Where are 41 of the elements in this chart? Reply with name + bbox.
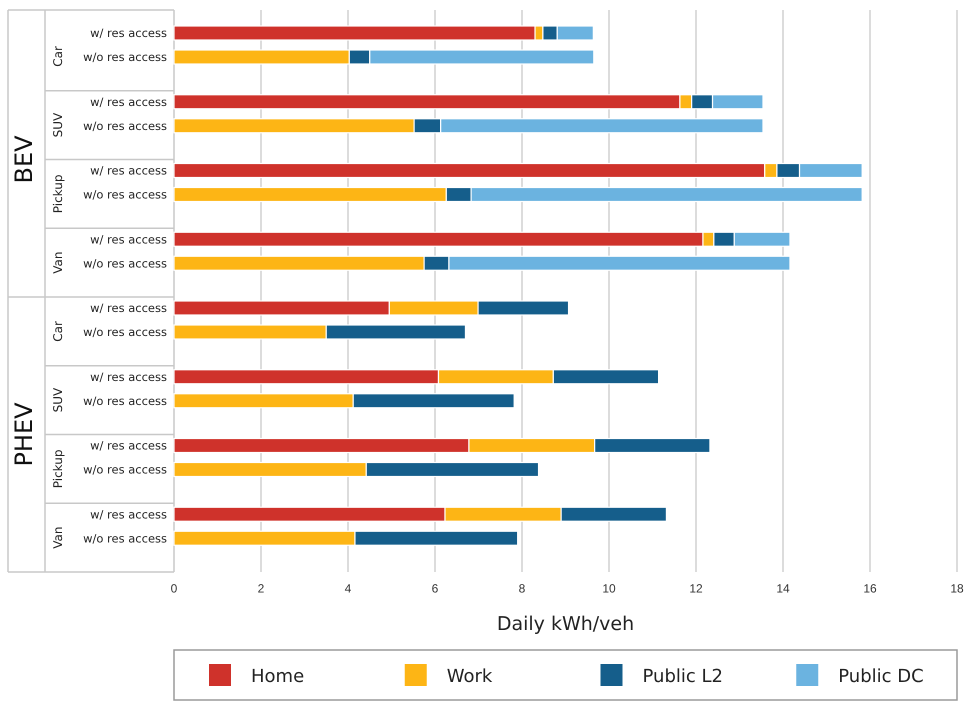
legend-label: Public DC: [838, 666, 924, 687]
y-tick-label: w/ res access: [90, 26, 167, 40]
text: Pickup: [51, 174, 65, 214]
legend-label: Work: [446, 666, 493, 687]
x-tick-label: 16: [863, 582, 877, 596]
y-tick-label: w/o res access: [83, 531, 168, 546]
y-tick-label: w/o res access: [83, 462, 168, 476]
x-tick-label: 14: [776, 582, 790, 596]
y-tick-label: w/ res access: [90, 507, 167, 522]
y-tick-label: w/ res access: [90, 232, 167, 246]
y-tick-label: w/ res access: [90, 94, 167, 109]
text: PHEV: [10, 402, 38, 467]
text: Car: [51, 46, 65, 67]
text: Car: [51, 320, 65, 342]
y-tick-label: w/o res access: [83, 118, 168, 133]
y-tick-label: w/ res access: [90, 301, 167, 315]
text: Van: [51, 526, 65, 549]
legend-label: Public L2: [642, 666, 723, 687]
x-tick-label: 2: [258, 582, 265, 596]
text: Van: [51, 252, 65, 274]
x-tick-label: 8: [518, 582, 526, 596]
y-tick-label: w/o res access: [83, 50, 168, 64]
x-tick-label: 0: [170, 582, 178, 596]
y-tick-label: w/o res access: [83, 256, 168, 270]
y-tick-label: w/ res access: [90, 438, 167, 452]
x-axis-title: Daily kWh/veh: [496, 613, 634, 635]
x-tick-label: 4: [344, 582, 352, 596]
text: Pickup: [51, 450, 65, 488]
x-tick-label: 12: [689, 582, 703, 596]
text: SUV: [51, 387, 65, 412]
y-tick-label: w/o res access: [83, 188, 168, 202]
text: BEV: [10, 134, 38, 184]
y-tick-label: w/ res access: [90, 164, 167, 178]
y-tick-label: w/ res access: [90, 370, 167, 384]
x-tick-label: 10: [602, 582, 616, 596]
x-tick-label: 18: [950, 582, 964, 596]
y-tick-label: w/o res access: [83, 325, 168, 339]
y-tick-label: w/o res access: [83, 394, 168, 408]
legend-label: Home: [251, 666, 304, 687]
x-tick-label: 6: [432, 582, 439, 596]
text: SUV: [51, 112, 65, 138]
